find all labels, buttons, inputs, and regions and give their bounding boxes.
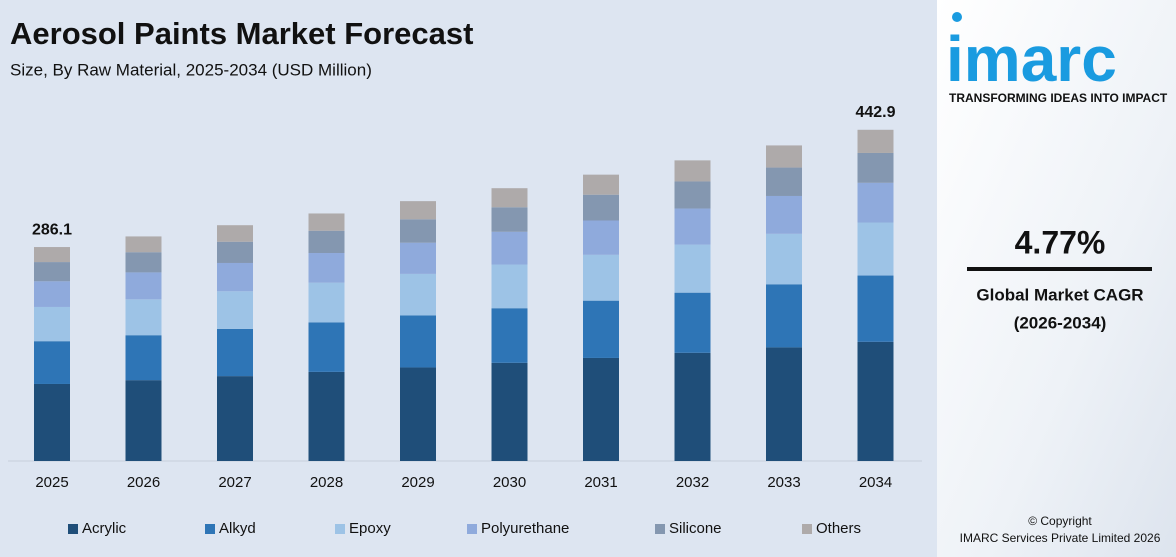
bar-segment xyxy=(857,222,894,276)
bar-segment xyxy=(766,195,802,234)
bar-segment xyxy=(491,231,528,265)
cagr-value: 4.77% xyxy=(1015,224,1106,260)
bar-segment xyxy=(400,219,436,243)
bar-segment xyxy=(217,225,253,242)
bar-segment xyxy=(308,230,345,254)
cagr-divider xyxy=(967,267,1152,271)
bar-segment xyxy=(217,262,253,292)
bar-segment xyxy=(857,182,894,223)
bar-segment xyxy=(308,253,345,283)
bar-segment xyxy=(217,328,253,377)
bar-segment xyxy=(491,188,528,208)
bar-segment xyxy=(491,207,528,232)
bar-segment xyxy=(674,244,711,293)
x-tick-label: 2029 xyxy=(401,474,434,491)
legend-label: Silicone xyxy=(669,520,722,537)
bar-segment xyxy=(766,233,802,285)
bar-segment xyxy=(766,347,802,461)
legend-label: Epoxy xyxy=(349,520,391,537)
bar-segment xyxy=(308,282,345,323)
x-tick-label: 2028 xyxy=(310,474,343,491)
bar-segment xyxy=(400,315,436,368)
x-tick-label: 2025 xyxy=(35,474,68,491)
cagr-period: (2026-2034) xyxy=(1014,313,1107,332)
legend-swatch xyxy=(655,524,665,534)
x-tick-label: 2034 xyxy=(859,474,892,491)
legend-swatch xyxy=(467,524,477,534)
bar-segment xyxy=(217,376,253,461)
bar-segment xyxy=(674,292,711,353)
chart-title: Aerosol Paints Market Forecast xyxy=(10,16,473,51)
bar-segment xyxy=(125,335,162,381)
legend-label: Alkyd xyxy=(219,520,256,537)
bar-segment xyxy=(766,145,802,168)
x-tick-label: 2032 xyxy=(676,474,709,491)
bar-segment xyxy=(34,306,70,342)
bar-segment xyxy=(491,362,528,461)
bar-segment xyxy=(857,129,894,153)
bar-segment xyxy=(34,341,70,384)
bar-segment xyxy=(125,236,162,253)
tagline: TRANSFORMING IDEAS INTO IMPACT xyxy=(949,91,1168,105)
bar-segment xyxy=(308,213,345,231)
bar-segment xyxy=(491,308,528,363)
total-label: 286.1 xyxy=(32,221,72,238)
x-tick-label: 2030 xyxy=(493,474,526,491)
bar-segment xyxy=(674,208,711,245)
bar-segment xyxy=(583,194,619,221)
bar-segment xyxy=(217,241,253,263)
bar-segment xyxy=(583,254,619,301)
bar-segment xyxy=(34,262,70,282)
bar-segment xyxy=(308,322,345,372)
bar-segment xyxy=(857,341,894,461)
bar-segment xyxy=(857,152,894,183)
bar-segment xyxy=(400,273,436,316)
bar-segment xyxy=(857,275,894,342)
bar-segment xyxy=(491,264,528,309)
cagr-label: Global Market CAGR xyxy=(976,285,1143,304)
logo: imarc xyxy=(946,23,1117,95)
x-tick-label: 2027 xyxy=(218,474,251,491)
copyright: © Copyright xyxy=(1028,514,1092,528)
bar-segment xyxy=(674,181,711,209)
legend-swatch xyxy=(335,524,345,534)
bar-segment xyxy=(766,284,802,348)
bar-segment xyxy=(400,242,436,274)
bar-segment xyxy=(674,160,711,182)
bar-segment xyxy=(125,252,162,273)
bar-segment xyxy=(583,220,619,255)
bar-segment xyxy=(217,291,253,329)
x-tick-label: 2031 xyxy=(584,474,617,491)
bar-segment xyxy=(34,247,70,263)
bar-segment xyxy=(583,300,619,358)
legend-label: Polyurethane xyxy=(481,520,569,537)
legend-swatch xyxy=(68,524,78,534)
bar-segment xyxy=(125,299,162,336)
bar-segment xyxy=(674,352,711,461)
legend-swatch xyxy=(205,524,215,534)
x-tick-label: 2033 xyxy=(767,474,800,491)
legend-swatch xyxy=(802,524,812,534)
bar-segment xyxy=(308,371,345,461)
bar-segment xyxy=(34,383,70,461)
bar-segment xyxy=(583,357,619,461)
bar-segment xyxy=(125,272,162,300)
total-label: 442.9 xyxy=(855,104,895,121)
bar-segment xyxy=(400,367,436,461)
x-tick-label: 2026 xyxy=(127,474,160,491)
logo-dot xyxy=(952,12,962,22)
legend-label: Others xyxy=(816,520,861,537)
chart-subtitle: Size, By Raw Material, 2025-2034 (USD Mi… xyxy=(10,60,372,79)
bar-segment xyxy=(766,167,802,196)
sidebar-background xyxy=(937,0,1176,557)
legend-label: Acrylic xyxy=(82,520,127,537)
bar-segment xyxy=(125,380,162,461)
company: IMARC Services Private Limited 2026 xyxy=(960,531,1161,545)
bar-segment xyxy=(34,281,70,307)
bar-segment xyxy=(400,201,436,220)
bar-segment xyxy=(583,174,619,195)
